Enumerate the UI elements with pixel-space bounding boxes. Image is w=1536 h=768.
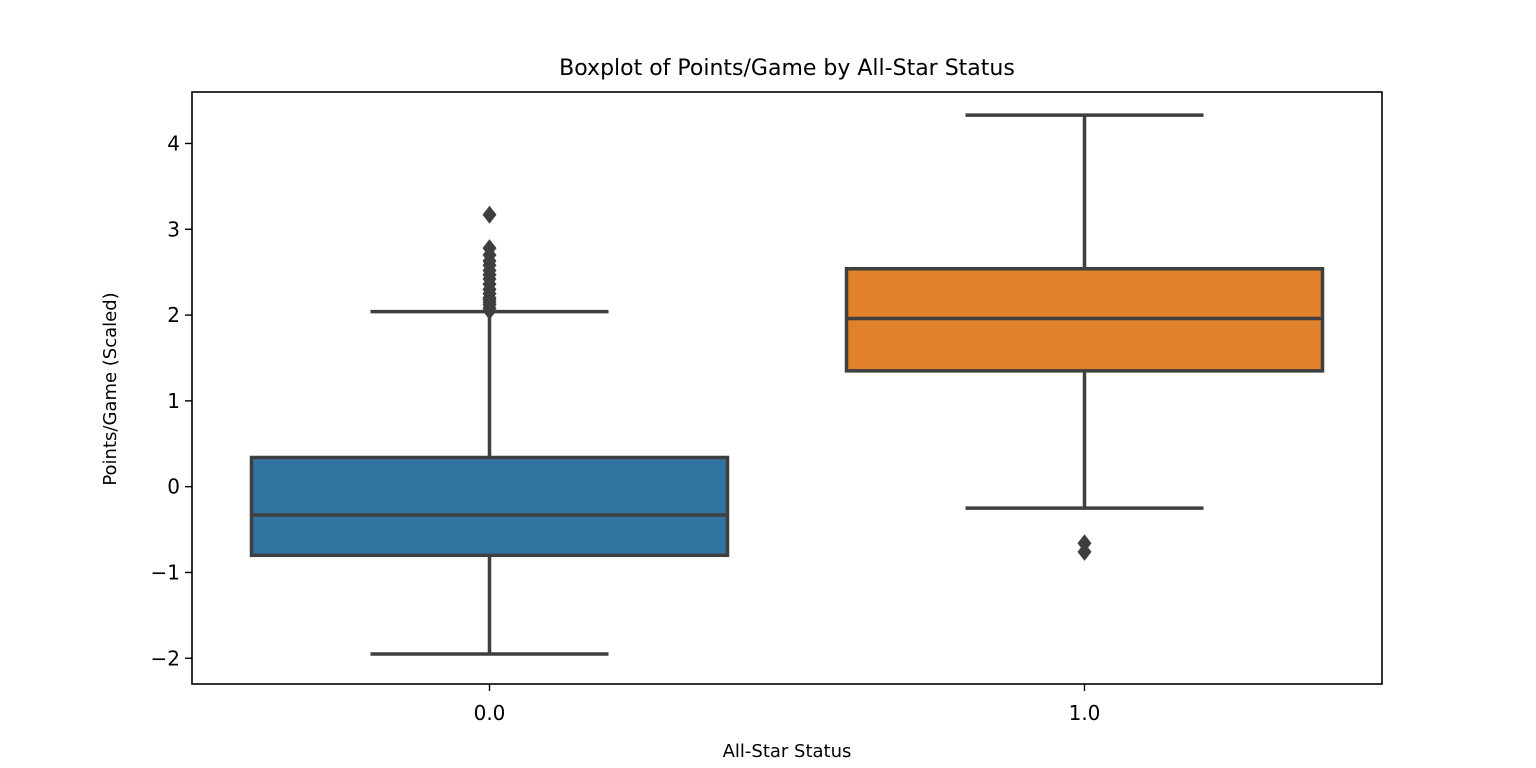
plot-area xyxy=(249,113,1325,656)
y-tick-label: 1 xyxy=(167,389,180,413)
y-tick-label: −1 xyxy=(151,560,180,584)
x-axis-label: All-Star Status xyxy=(723,741,852,762)
chart-title: Boxplot of Points/Game by All-Star Statu… xyxy=(559,56,1015,81)
box-iqr xyxy=(249,455,730,558)
outlier-point xyxy=(1077,542,1092,561)
outlier-point xyxy=(482,205,497,224)
y-tick-label: −2 xyxy=(151,646,180,670)
y-tick-label: 3 xyxy=(167,217,180,241)
y-axis: −2 −1 0 1 2 3 4 xyxy=(151,131,192,670)
plot-frame xyxy=(191,91,1383,685)
x-tick-label: 1.0 xyxy=(1069,701,1101,725)
box-group xyxy=(844,113,1325,561)
y-tick-label: 2 xyxy=(167,303,180,327)
y-tick-label: 0 xyxy=(167,475,180,499)
y-tick-label: 4 xyxy=(167,131,180,155)
y-axis-label: Points/Game (Scaled) xyxy=(100,292,121,485)
x-axis: 0.0 1.0 xyxy=(474,684,1101,725)
outlier-point xyxy=(482,239,497,258)
x-tick-label: 0.0 xyxy=(474,701,506,725)
box-group xyxy=(249,205,730,656)
